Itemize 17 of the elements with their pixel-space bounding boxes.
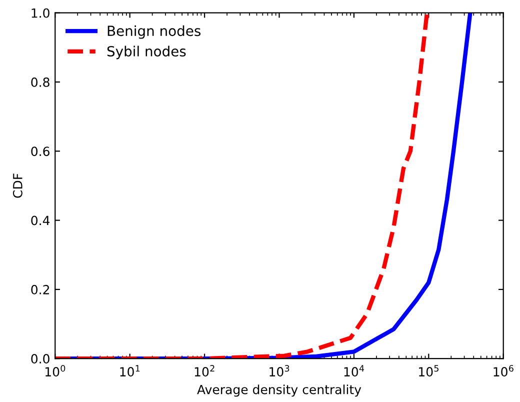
x-axis-title: Average density centrality: [197, 384, 362, 397]
x-tick-label: 10$^{2}$: [194, 365, 214, 376]
y-tick-label: 0.4: [31, 216, 50, 226]
x-tick-label: 10$^{4}$: [344, 365, 364, 377]
x-tick-label: 10$^{6}$: [494, 365, 514, 376]
x-tick-label: 10$^{3}$: [270, 365, 290, 376]
legend-label: Benign nodes: [108, 25, 200, 39]
y-tick-label: 0.6: [31, 146, 50, 156]
y-tick-label: 0.0: [31, 354, 50, 364]
x-tick-label: 10$^{5}$: [419, 365, 438, 377]
y-tick-label: 0.2: [31, 284, 50, 294]
x-tick-label: 10$^{0}$: [45, 365, 66, 376]
legend-label: Sybil nodes: [107, 46, 186, 60]
y-tick-label: 0.8: [31, 77, 50, 87]
y-axis-title: CDF: [12, 174, 22, 198]
y-tick-label: 1.0: [32, 8, 50, 18]
x-tick-label: 10$^{1}$: [120, 365, 140, 377]
